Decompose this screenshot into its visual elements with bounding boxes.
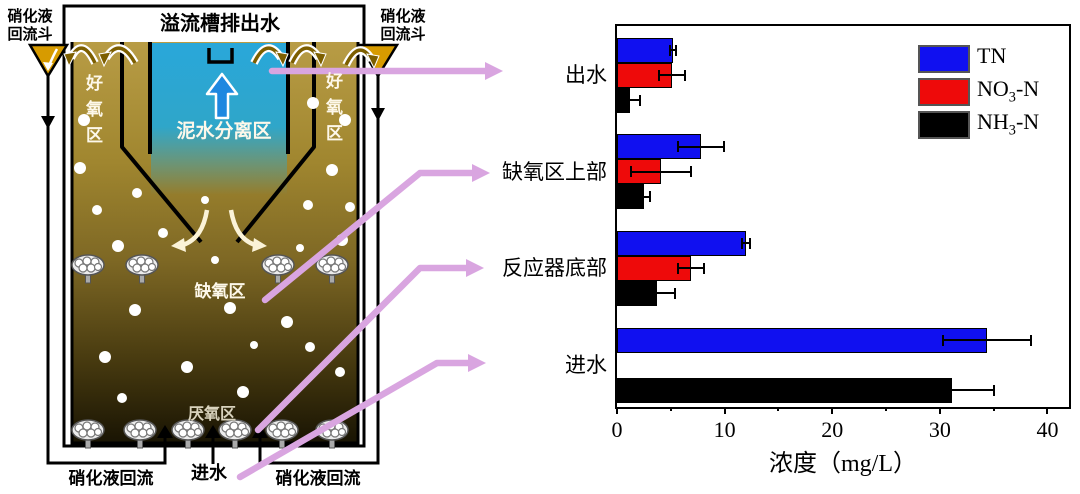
aerobic-zone-left-label: 好氧区 — [83, 74, 102, 152]
error-bar — [638, 292, 676, 295]
error-bar-cap — [703, 262, 706, 274]
overflow-outlet-label: 溢流槽排出水 — [160, 13, 280, 35]
recycle-pipe-right — [258, 76, 380, 465]
x-axis-label: 浓度（mg/L） — [769, 451, 917, 477]
recycle-pipe-left — [46, 76, 167, 465]
x-axis-major-tick — [938, 407, 941, 414]
error-bar-cap — [657, 69, 660, 81]
chart-legend: TN NO3-N NH3-N — [918, 43, 1040, 143]
hopper-right-label: 硝化液 回流斗 — [380, 8, 426, 43]
x-axis-minor-tick — [777, 407, 780, 411]
legend-swatch-nh3n — [918, 110, 970, 139]
x-axis-minor-tick — [992, 407, 995, 411]
error-bar-cap — [637, 287, 640, 299]
arrow-to-influent — [236, 359, 473, 481]
error-bar-cap — [942, 334, 945, 346]
error-bar-cap — [722, 141, 725, 153]
category-label: 进水 — [565, 353, 607, 378]
arrow-to-anoxic-upper — [261, 169, 477, 304]
legend-swatch-tn — [918, 44, 970, 73]
surface-flow-arrows — [63, 44, 380, 70]
bar-TN — [617, 37, 673, 63]
error-bar — [658, 74, 685, 76]
x-axis-major-tick — [831, 407, 834, 414]
hopper-left-label: 硝化液 回流斗 — [7, 8, 53, 43]
error-bar-cap — [690, 166, 693, 178]
mud-water-separation-label: 泥水分离区 — [176, 121, 272, 142]
legend-row-nh3n: NH3-N — [918, 109, 1040, 139]
legend-label-no3n: NO3-N — [977, 76, 1040, 106]
error-bar-cap — [1030, 334, 1033, 346]
settler-walls — [120, 42, 316, 244]
error-bar — [620, 99, 640, 101]
x-axis-minor-tick — [669, 407, 672, 411]
error-bar — [741, 242, 751, 245]
error-bar-cap — [992, 384, 995, 396]
error-bar — [678, 145, 724, 148]
legend-swatch-no3n — [918, 77, 970, 106]
error-bar — [637, 195, 651, 198]
swirl-arrows — [171, 209, 267, 252]
legend-row-no3n: NO3-N — [918, 76, 1040, 106]
x-tick-label: 30 — [928, 417, 951, 442]
clarifier-walls — [148, 42, 290, 154]
error-bar — [630, 170, 692, 173]
error-bar-cap — [740, 237, 743, 249]
reactor-diagram — [27, 4, 503, 481]
x-tick-label: 40 — [1036, 417, 1059, 442]
error-bar-cap — [683, 69, 686, 81]
x-tick-label: 10 — [713, 417, 736, 442]
annotation-arrowheads — [466, 62, 503, 372]
x-axis-major-tick — [1046, 407, 1049, 414]
error-bar-cap — [675, 44, 678, 56]
annotation-arrows — [236, 67, 490, 481]
recycle-right-label: 硝化液回流 — [275, 469, 361, 488]
error-bar-cap — [629, 166, 632, 178]
recycle-left-label: 硝化液回流 — [68, 469, 154, 488]
arrow-to-reactor-bottom — [254, 264, 471, 434]
category-label: 出水 — [565, 63, 607, 87]
upflow-arrow — [205, 72, 239, 120]
legend-label-tn: TN — [977, 43, 1007, 69]
aerobic-zone-right-label: 好氧区 — [323, 72, 342, 150]
error-bar-cap — [677, 262, 680, 274]
error-bar — [943, 339, 1032, 342]
error-bar-cap — [674, 287, 677, 299]
error-bar-cap — [908, 384, 911, 396]
bar-NH3-N — [617, 377, 952, 403]
x-axis-major-tick — [723, 407, 726, 414]
bar-NO3-N — [617, 159, 662, 185]
error-bar-cap — [619, 94, 622, 106]
category-label: 反应器底部 — [502, 256, 607, 281]
x-axis-minor-tick — [885, 407, 888, 411]
error-bar — [678, 267, 705, 270]
x-tick-label: 0 — [611, 417, 623, 442]
legend-row-tn: TN — [918, 43, 1039, 73]
legend-label-nh3n: NH3-N — [977, 109, 1040, 139]
error-bar-cap — [749, 237, 752, 249]
recycle-hopper-left — [27, 43, 70, 79]
error-bar — [669, 49, 677, 51]
error-bar-cap — [677, 141, 680, 153]
error-bar-cap — [668, 44, 671, 56]
error-bar-cap — [649, 191, 652, 203]
anaerobic-zone-label: 厌氧区 — [187, 406, 236, 423]
x-tick-label: 20 — [821, 417, 844, 442]
bar-TN — [617, 327, 988, 353]
influent-label: 进水 — [191, 463, 227, 483]
error-bar-cap — [638, 94, 641, 106]
error-bar — [909, 389, 994, 392]
bar-TN — [617, 230, 747, 256]
anoxic-zone-label: 缺氧区 — [194, 282, 246, 301]
x-axis-major-tick — [616, 407, 618, 414]
effluent-weir — [207, 48, 234, 64]
category-label: 缺氧区上部 — [502, 159, 607, 184]
error-bar-cap — [636, 191, 639, 203]
